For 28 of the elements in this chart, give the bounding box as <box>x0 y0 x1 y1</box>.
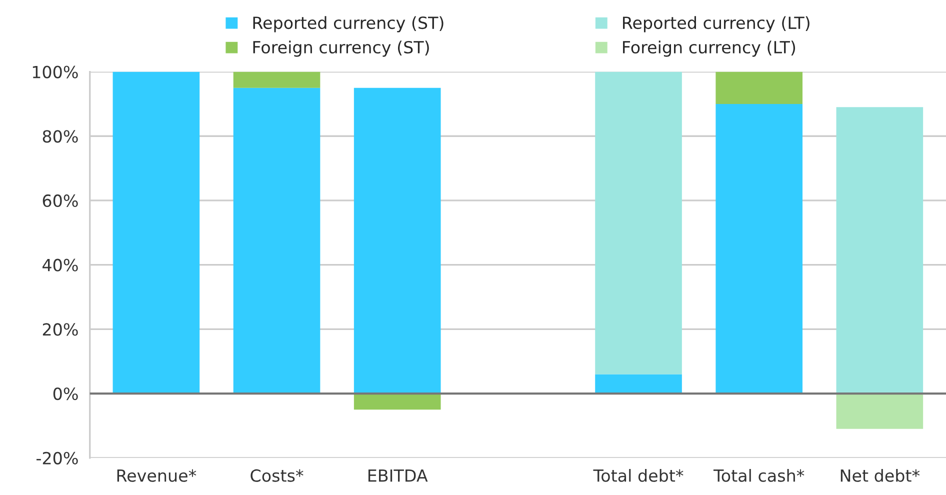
bar <box>716 104 803 394</box>
x-tick-label: Total cash* <box>713 468 804 482</box>
bar <box>233 72 320 88</box>
y-tick-label: 100% <box>32 66 78 78</box>
y-tick-label: 80% <box>42 130 78 143</box>
y-tick-label: 0% <box>53 387 78 400</box>
y-tick-label: -20% <box>36 452 78 464</box>
bar <box>354 88 441 394</box>
bar <box>595 72 682 374</box>
bar <box>716 72 803 104</box>
legend-label: Foreign currency (ST) <box>253 40 429 57</box>
bar <box>836 107 924 394</box>
bar <box>595 374 682 394</box>
x-tick-label: EBITDA <box>368 470 428 482</box>
bar <box>233 88 320 394</box>
y-tick-label: 40% <box>42 258 78 272</box>
legend-label: Reported currency (ST) <box>253 16 444 32</box>
x-tick-label: Total debt* <box>593 468 684 482</box>
legend-label: Reported currency (LT) <box>623 16 810 32</box>
y-tick-label: 20% <box>42 323 78 336</box>
x-tick-label: Costs* <box>250 469 304 482</box>
legend-label: Foreign currency (LT) <box>623 40 796 57</box>
bar <box>354 394 441 410</box>
y-tick-label: 60% <box>42 194 78 208</box>
bar <box>836 394 924 429</box>
x-tick-label: Revenue* <box>117 469 196 482</box>
x-tick-label: Net debt* <box>840 468 920 482</box>
bar <box>112 72 200 394</box>
